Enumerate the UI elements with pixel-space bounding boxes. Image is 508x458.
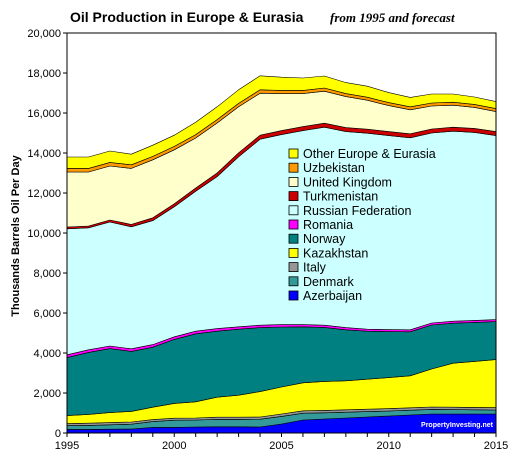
x-tick-label: 2015 bbox=[484, 440, 508, 452]
y-tick-label: 4,000 bbox=[33, 348, 61, 360]
legend-label-italy: Italy bbox=[303, 261, 327, 275]
axes-group: 0 2,000 4,000 6,000 8,000 10,000 12,000 14,000 1… bbox=[27, 28, 508, 452]
legend-label-kazakhstan: Kazakhstan bbox=[303, 246, 368, 260]
legend-label-turkmenistan: Turkmenistan bbox=[303, 190, 378, 204]
y-tick-label: 20,000 bbox=[27, 28, 61, 40]
watermark: PropertyInvesting.net bbox=[421, 422, 494, 429]
y-tick-label: 12,000 bbox=[27, 188, 61, 200]
x-tick-label: 2000 bbox=[162, 440, 186, 452]
y-tick-label: 8,000 bbox=[33, 268, 61, 280]
legend-label-denmark: Denmark bbox=[303, 275, 354, 289]
y-axis-label: Thousands Barrels Oil Per Day bbox=[10, 154, 22, 316]
legend-label-azerbaijan: Azerbaijan bbox=[303, 289, 362, 303]
y-tick-label: 6,000 bbox=[33, 308, 61, 320]
area-series-group bbox=[66, 33, 497, 434]
legend-swatch-turkmenistan bbox=[288, 191, 299, 202]
legend-swatch-azerbaijan bbox=[288, 290, 299, 301]
x-tick-label: 2010 bbox=[377, 440, 401, 452]
legend-swatch-norway bbox=[288, 233, 299, 244]
legend-swatch-russian-federation bbox=[288, 205, 299, 216]
y-tick-label: 0 bbox=[55, 428, 61, 440]
legend-swatch-kazakhstan bbox=[288, 247, 299, 258]
legend-swatch-italy bbox=[288, 262, 299, 273]
legend-label-russian-federation: Russian Federation bbox=[303, 204, 411, 218]
legend-swatch-other-europe-eurasia bbox=[288, 148, 299, 159]
legend-swatch-uzbekistan bbox=[288, 162, 299, 173]
chart-subtitle: from 1995 and forecast bbox=[330, 10, 455, 25]
legend-label-uzbekistan: Uzbekistan bbox=[303, 161, 365, 175]
y-tick-label: 10,000 bbox=[27, 228, 61, 240]
y-tick-label: 16,000 bbox=[27, 108, 61, 120]
x-tick-label: 2005 bbox=[269, 440, 293, 452]
x-tick-label: 1995 bbox=[55, 440, 79, 452]
y-tick-label: 2,000 bbox=[33, 388, 61, 400]
legend-swatch-romania bbox=[288, 219, 299, 230]
watermark-background bbox=[418, 420, 495, 430]
y-tick-label: 18,000 bbox=[27, 68, 61, 80]
legend-swatch-united-kingdom bbox=[288, 176, 299, 187]
legend-swatch-denmark bbox=[288, 276, 299, 287]
y-tick-label: 14,000 bbox=[27, 148, 61, 160]
legend-label-norway: Norway bbox=[303, 232, 346, 246]
legend-label-other-europe-eurasia: Other Europe & Eurasia bbox=[303, 147, 436, 161]
legend-label-united-kingdom: United Kingdom bbox=[303, 175, 392, 189]
chart-title: Oil Production in Europe & Eurasia bbox=[70, 9, 304, 25]
legend-label-romania: Romania bbox=[303, 218, 353, 232]
